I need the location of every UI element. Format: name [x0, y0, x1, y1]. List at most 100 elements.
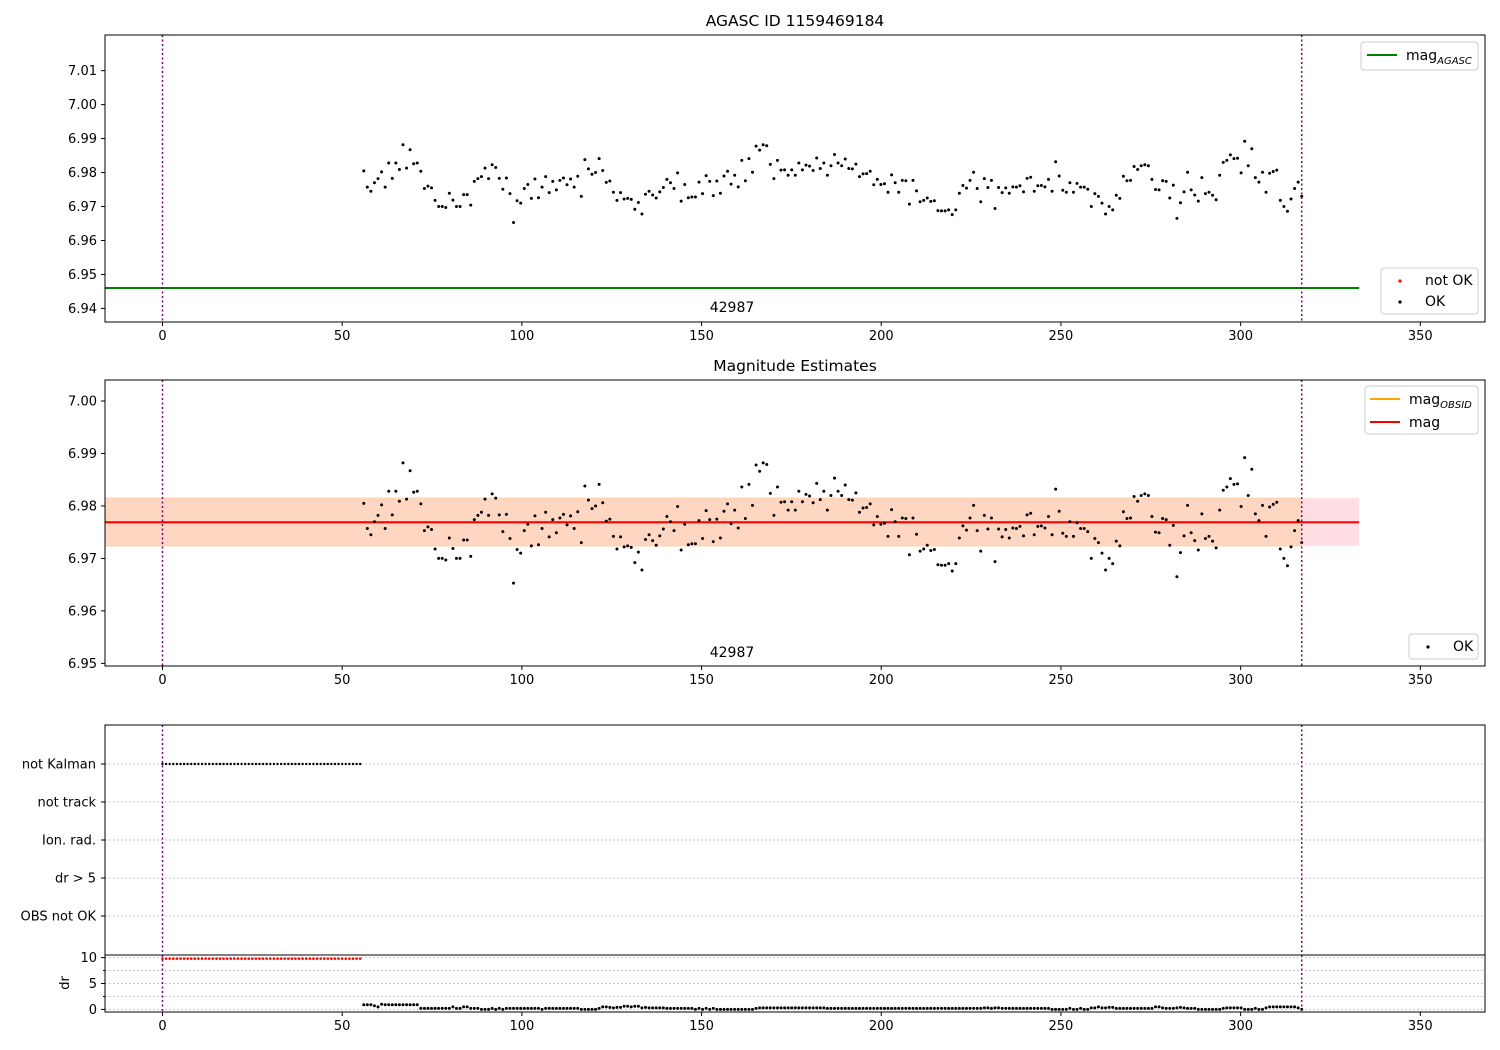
mag-estimate-point: [957, 536, 961, 540]
flag-point: [279, 762, 283, 766]
mag-ok-point: [547, 191, 551, 195]
mag-ok-point: [415, 161, 419, 165]
mag-ok-point: [1171, 183, 1175, 187]
mag-ok-point: [907, 202, 911, 206]
dr-ok-point: [447, 1006, 451, 1010]
mag-ok-point: [954, 208, 958, 212]
dr-not-ok-point: [344, 957, 348, 960]
mag-estimate-point: [397, 499, 401, 503]
legend-label-not-ok: not OK: [1425, 273, 1473, 289]
panel-flags-frame: [104, 724, 1486, 1013]
dr-ok-point: [733, 1007, 737, 1011]
mag-ok-point: [569, 177, 573, 181]
mag-ok-point: [601, 169, 605, 173]
mag-estimate-point: [754, 463, 758, 467]
flag-point: [355, 762, 358, 766]
dr-not-ok-point: [330, 957, 333, 960]
dr-ok-point: [465, 1005, 469, 1009]
dr-ok-point: [1096, 1005, 1100, 1009]
mag-ok-point: [572, 185, 576, 189]
mag-estimate-point: [583, 484, 587, 488]
dr-ok-point: [836, 1006, 840, 1010]
mag-estimate-point: [1125, 517, 1129, 521]
dr-ok-point: [940, 1006, 944, 1010]
mag-estimate-point: [437, 556, 441, 560]
flag-point: [323, 762, 326, 766]
mag-estimate-point: [925, 543, 929, 547]
mag-estimate-point: [1146, 493, 1150, 497]
y-tick-label: 7.01: [68, 64, 97, 79]
mag-estimate-point: [750, 503, 754, 507]
dr-ok-point: [622, 1004, 626, 1008]
mag-estimate-point: [1182, 534, 1186, 538]
mag-estimate-point: [454, 556, 458, 560]
flag-point: [254, 762, 258, 766]
dr-ok-point: [558, 1006, 562, 1010]
dr-ok-point: [380, 1002, 384, 1006]
x-tick-label: 200: [869, 1019, 894, 1034]
flag-point: [197, 762, 200, 766]
mag-ok-point: [458, 205, 462, 209]
mag-estimate-point: [715, 517, 719, 521]
mag-estimate-point: [793, 508, 797, 512]
flag-point: [312, 762, 315, 766]
mag-ok-point: [1039, 183, 1043, 187]
mag-ok-point: [758, 148, 762, 152]
mag-ok-point: [886, 190, 890, 194]
mag-estimate-point: [1079, 527, 1083, 531]
mag-ok-point: [380, 170, 384, 174]
mag-ok-point: [440, 205, 444, 209]
mag-estimate-point: [822, 489, 826, 493]
dr-ok-point: [636, 1004, 640, 1008]
dr-ok-point: [1057, 1007, 1061, 1011]
flag-point: [190, 762, 193, 766]
dr-ok-point: [1221, 1006, 1225, 1010]
mag-ok-point: [875, 177, 879, 181]
flag-point: [340, 762, 344, 766]
mag-estimate-point: [850, 498, 854, 502]
dr-ok-point: [1246, 1007, 1250, 1011]
flag-point: [164, 762, 168, 766]
dr-ok-point: [1014, 1006, 1018, 1010]
mag-estimate-point: [504, 512, 508, 516]
dr-not-ok-point: [164, 957, 168, 960]
mag-ok-point: [604, 180, 608, 184]
mag-ok-point: [1232, 157, 1236, 161]
mag-estimate-point: [1039, 524, 1043, 528]
mag-ok-point: [740, 158, 744, 162]
flag-point: [175, 762, 179, 766]
mag-estimate-point: [422, 529, 426, 533]
mag-estimate-point: [640, 568, 644, 572]
dr-ok-point: [497, 1006, 501, 1010]
panel-flags: not Kalman not track Ion. rad. dr > 5 OBS no…: [21, 725, 1485, 955]
dr-ok-point: [979, 1006, 983, 1010]
mag-estimate-point: [861, 506, 865, 510]
dr-ok-point: [882, 1006, 886, 1010]
dr-ok-point: [476, 1006, 480, 1010]
dr-ok-point: [401, 1003, 405, 1007]
dr-ok-point: [1007, 1006, 1011, 1010]
mag-estimate-point: [729, 522, 733, 526]
mag-ok-point: [1032, 189, 1036, 193]
flag-category-label: Ion. rad.: [42, 834, 96, 849]
dr-ok-point: [761, 1006, 765, 1010]
dr-not-ok-point: [358, 957, 362, 960]
mag-ok-point: [861, 172, 865, 176]
mag-estimate-point: [444, 558, 448, 562]
dr-ok-point: [1075, 1007, 1079, 1011]
dr-ok-point: [437, 1006, 441, 1010]
mag-estimate-point: [405, 497, 409, 501]
x-tick-label: 150: [689, 673, 714, 688]
dr-not-ok-point: [161, 957, 164, 960]
mag-ok-point: [1071, 190, 1075, 194]
mag-ok-point: [1278, 198, 1282, 202]
mag-estimate-point: [922, 547, 926, 551]
dr-ok-point: [615, 1005, 619, 1009]
mag-estimate-point: [1228, 477, 1232, 481]
flag-point: [247, 762, 250, 766]
mag-ok-point: [626, 196, 630, 200]
dr-not-ok-point: [304, 957, 308, 960]
mag-estimate-point: [882, 521, 886, 525]
mag-estimate-point: [701, 536, 705, 540]
mag-estimate-point: [1250, 467, 1254, 471]
